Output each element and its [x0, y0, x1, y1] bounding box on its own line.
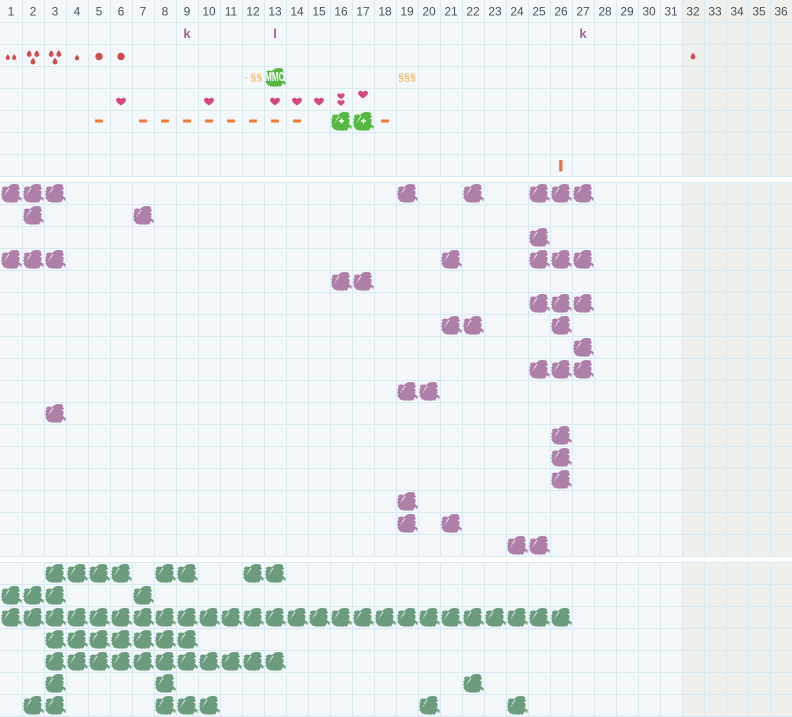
svg-text:9: 9 [184, 5, 191, 19]
svg-text:21: 21 [444, 5, 458, 19]
svg-text:7: 7 [140, 5, 147, 19]
svg-text:25: 25 [532, 5, 546, 19]
svg-text:4: 4 [74, 5, 81, 19]
svg-text:33: 33 [708, 5, 722, 19]
svg-text:19: 19 [400, 5, 414, 19]
svg-text:k: k [579, 26, 587, 41]
svg-text:13: 13 [268, 5, 282, 19]
svg-text:§§§: §§§ [398, 72, 416, 84]
svg-text:3: 3 [52, 5, 59, 19]
svg-text:5: 5 [96, 5, 103, 19]
svg-text:MMO: MMO [265, 70, 285, 84]
svg-text:27: 27 [576, 5, 590, 19]
svg-text:12: 12 [246, 5, 260, 19]
svg-text:32: 32 [686, 5, 700, 19]
svg-text:l: l [273, 26, 277, 41]
svg-text:6: 6 [118, 5, 125, 19]
svg-text:8: 8 [162, 5, 169, 19]
svg-text:35: 35 [752, 5, 766, 19]
svg-text:24: 24 [510, 5, 524, 19]
svg-text:22: 22 [466, 5, 480, 19]
svg-text:18: 18 [378, 5, 392, 19]
svg-text:29: 29 [620, 5, 634, 19]
svg-text:16: 16 [334, 5, 348, 19]
svg-text:30: 30 [642, 5, 656, 19]
svg-text:11: 11 [225, 5, 238, 19]
svg-text:31: 31 [664, 5, 678, 19]
svg-text:10: 10 [202, 5, 216, 19]
svg-text:- §§: - §§ [244, 72, 262, 84]
svg-text:34: 34 [730, 5, 744, 19]
svg-text:26: 26 [554, 5, 568, 19]
svg-text:2: 2 [30, 5, 37, 19]
svg-text:28: 28 [598, 5, 612, 19]
svg-text:k: k [183, 26, 191, 41]
svg-text:1: 1 [8, 5, 15, 19]
svg-text:17: 17 [356, 5, 370, 19]
svg-text:15: 15 [312, 5, 326, 19]
svg-text:20: 20 [422, 5, 436, 19]
svg-text:23: 23 [488, 5, 502, 19]
svg-text:14: 14 [290, 5, 304, 19]
svg-text:36: 36 [774, 5, 788, 19]
